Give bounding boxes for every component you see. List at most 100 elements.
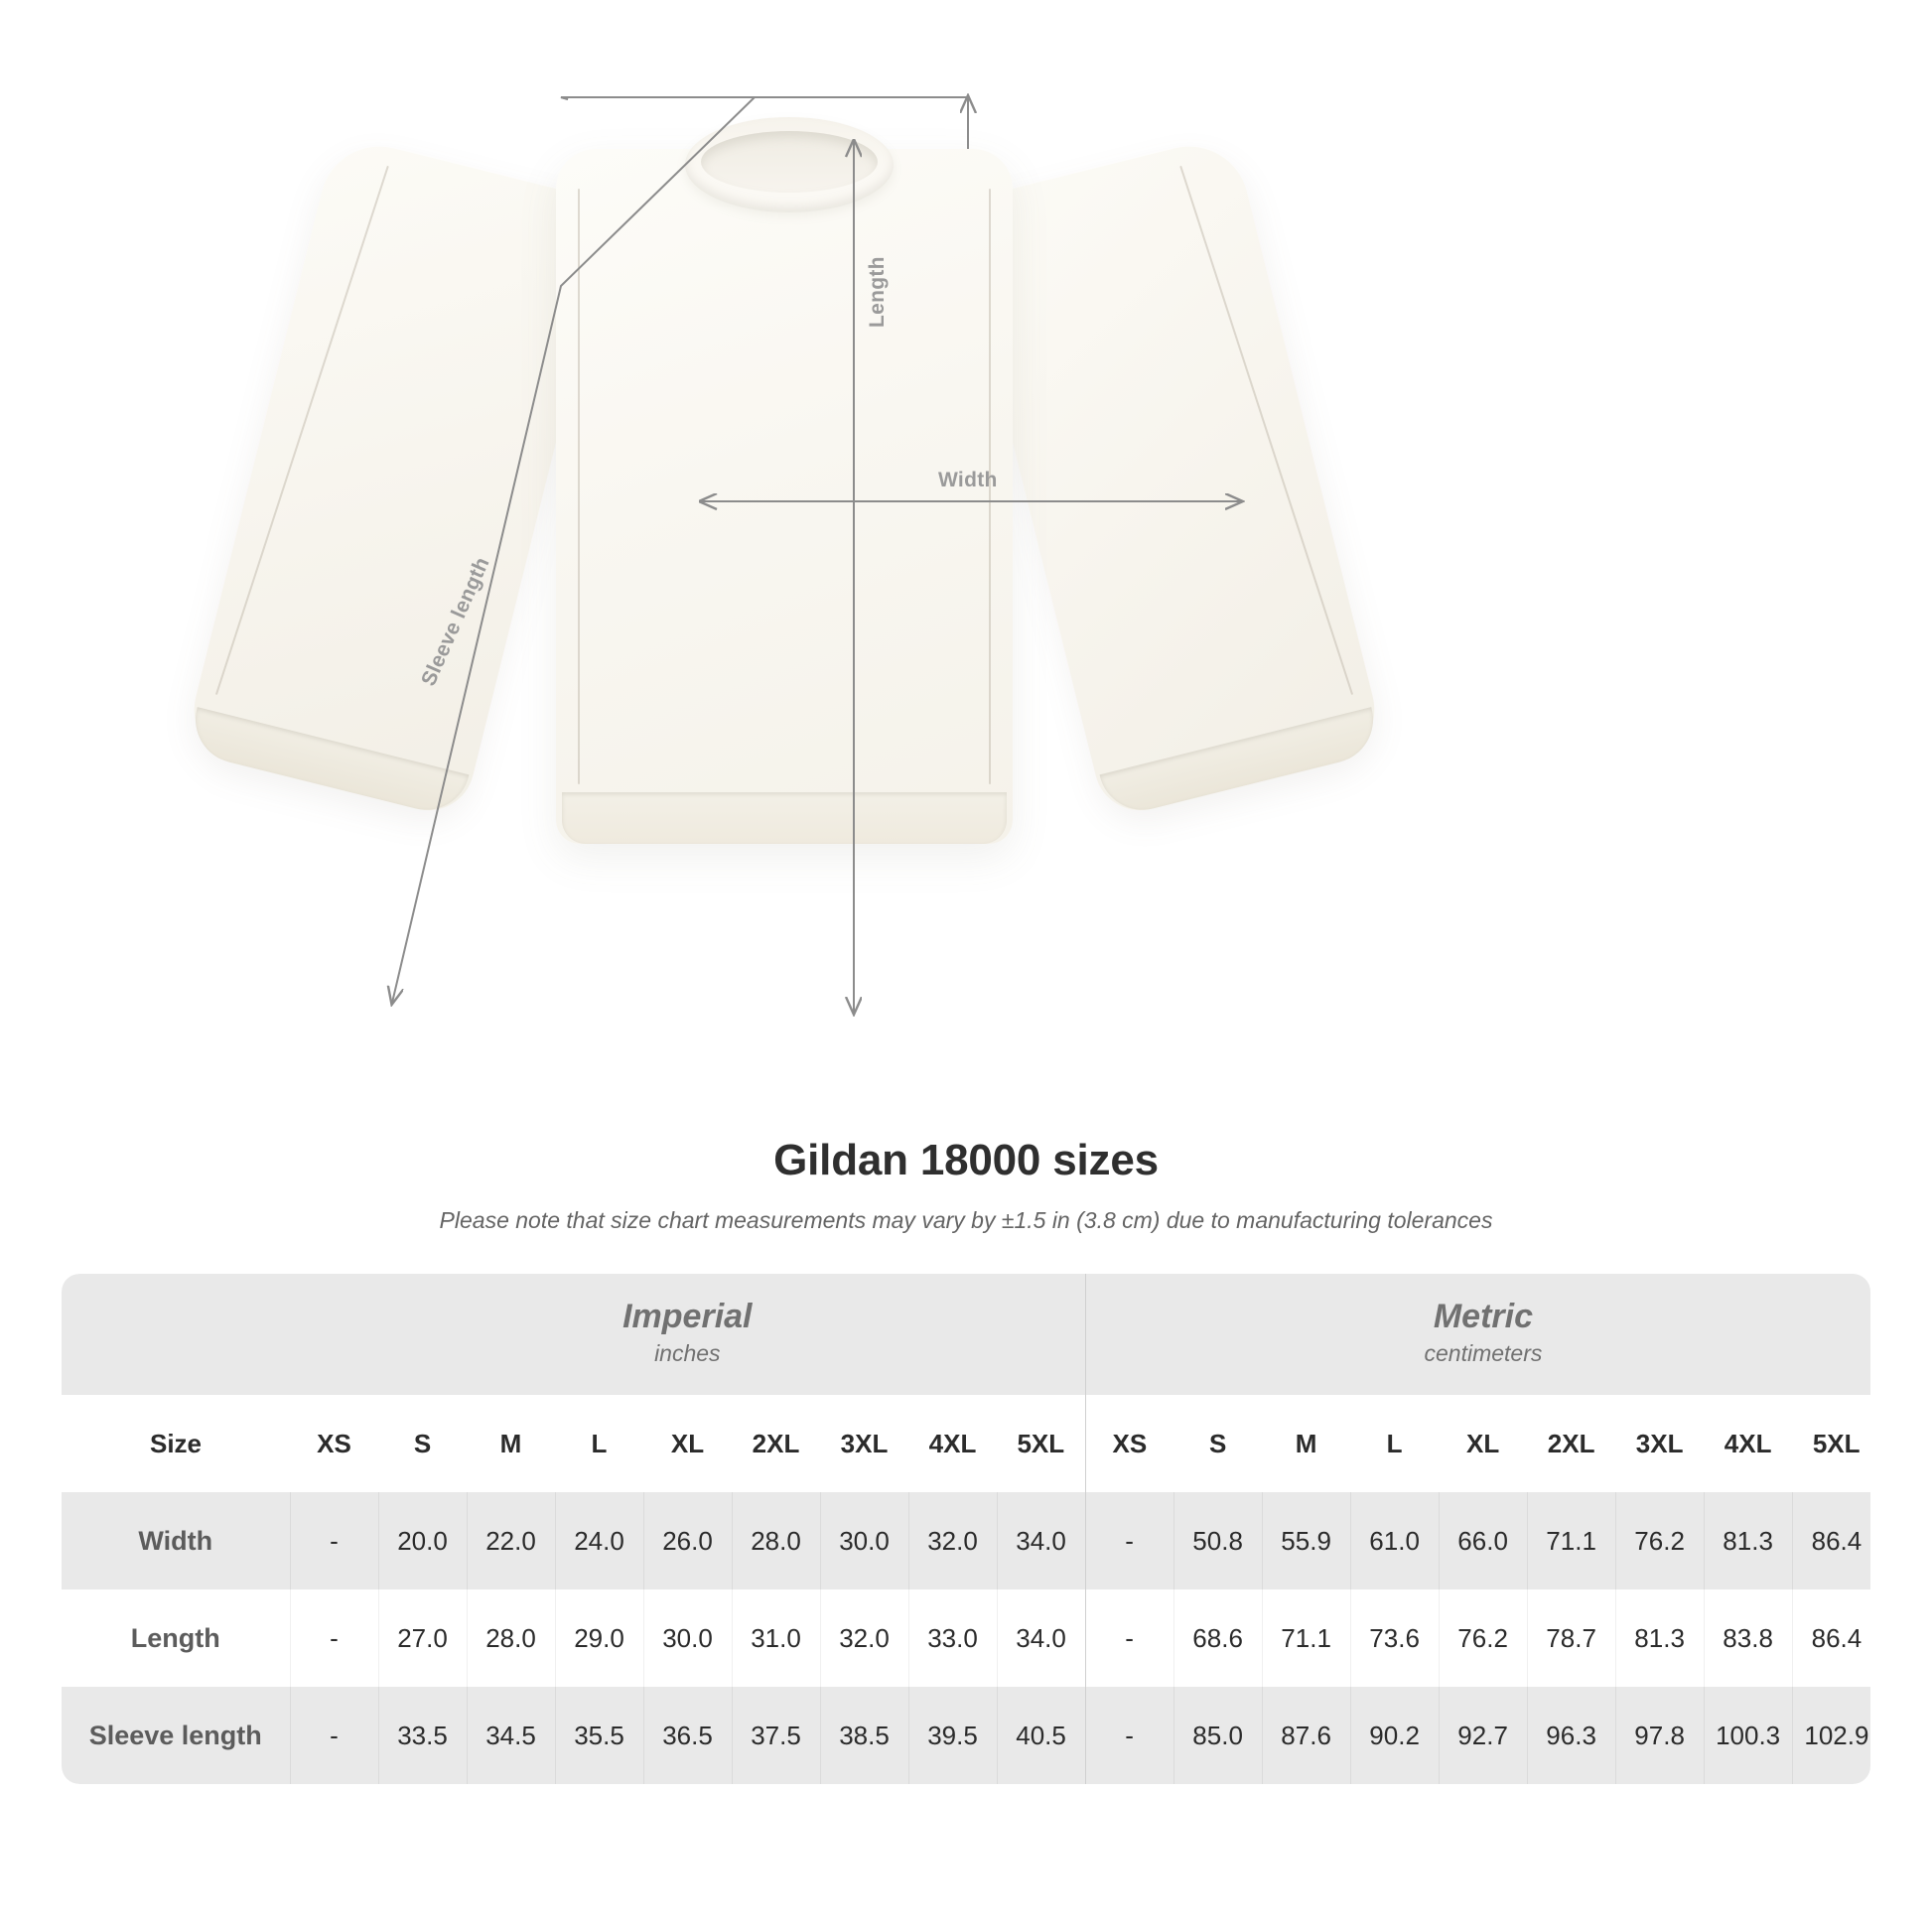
size-header-imperial-5xl: 5XL bbox=[997, 1395, 1086, 1492]
cell-metric-xs: - bbox=[1084, 1492, 1174, 1589]
cell-imperial-3xl: 30.0 bbox=[819, 1492, 908, 1589]
cell-imperial-2xl: 31.0 bbox=[731, 1589, 820, 1687]
row-label-sleeve-length: Sleeve length bbox=[62, 1687, 290, 1784]
size-header-metric-xl: XL bbox=[1439, 1395, 1528, 1492]
cell-imperial-3xl: 32.0 bbox=[819, 1589, 908, 1687]
size-chart-table-wrap: Imperial inches Metric centimeters Size … bbox=[62, 1274, 1870, 1784]
size-header-imperial-l: L bbox=[555, 1395, 643, 1492]
cell-metric-m: 87.6 bbox=[1261, 1687, 1351, 1784]
cell-metric-xl: 92.7 bbox=[1438, 1687, 1528, 1784]
cell-imperial-xs: - bbox=[289, 1687, 378, 1784]
cell-metric-4xl: 83.8 bbox=[1703, 1589, 1793, 1687]
unit-header-metric: Metric centimeters bbox=[1084, 1274, 1870, 1395]
cell-metric-5xl: 86.4 bbox=[1791, 1492, 1870, 1589]
table-row: Sleeve length -33.5 34.5 35.5 36.5 37.5 38.5 39… bbox=[62, 1687, 1870, 1784]
cell-imperial-l: 24.0 bbox=[554, 1492, 643, 1589]
cell-imperial-5xl: 34.0 bbox=[996, 1492, 1086, 1589]
sleeve-left bbox=[182, 133, 616, 820]
garment-stage: Length Width Sleeve length bbox=[182, 0, 1387, 1122]
collar bbox=[685, 117, 894, 212]
cell-imperial-5xl: 34.0 bbox=[996, 1589, 1086, 1687]
cell-metric-3xl: 76.2 bbox=[1614, 1492, 1705, 1589]
table-row: Width -20.0 22.0 24.0 26.0 28.0 30.0 32.0 34.0-5… bbox=[62, 1492, 1870, 1589]
cell-imperial-s: 33.5 bbox=[377, 1687, 467, 1784]
size-header-imperial-m: M bbox=[467, 1395, 555, 1492]
cell-imperial-m: 34.5 bbox=[466, 1687, 555, 1784]
cell-metric-xs: - bbox=[1084, 1687, 1174, 1784]
cell-imperial-xs: - bbox=[289, 1492, 378, 1589]
cell-metric-s: 50.8 bbox=[1173, 1492, 1263, 1589]
row-label-width: Width bbox=[62, 1492, 290, 1589]
cell-metric-4xl: 100.3 bbox=[1703, 1687, 1793, 1784]
cell-metric-xl: 66.0 bbox=[1438, 1492, 1528, 1589]
size-header-metric-m: M bbox=[1262, 1395, 1351, 1492]
cell-imperial-2xl: 37.5 bbox=[731, 1687, 820, 1784]
unit-header-imperial: Imperial inches bbox=[290, 1274, 1086, 1395]
cell-metric-m: 55.9 bbox=[1261, 1492, 1351, 1589]
seam-left bbox=[214, 165, 389, 696]
cell-imperial-s: 20.0 bbox=[377, 1492, 467, 1589]
unit-name-imperial: Imperial bbox=[622, 1298, 753, 1336]
cell-metric-xs: - bbox=[1084, 1589, 1174, 1687]
cell-metric-5xl: 86.4 bbox=[1791, 1589, 1870, 1687]
size-header-imperial-2xl: 2XL bbox=[732, 1395, 820, 1492]
size-chart-table: Imperial inches Metric centimeters Size … bbox=[62, 1274, 1870, 1784]
table-row: Length -27.0 28.0 29.0 30.0 31.0 32.0 33.0 34.0-… bbox=[62, 1589, 1870, 1687]
size-header-imperial-s: S bbox=[378, 1395, 467, 1492]
size-header-metric-4xl: 4XL bbox=[1704, 1395, 1793, 1492]
cell-imperial-l: 29.0 bbox=[554, 1589, 643, 1687]
tolerance-note: Please note that size chart measurements… bbox=[439, 1207, 1493, 1233]
length-label: Length bbox=[866, 256, 889, 328]
cuff-left bbox=[186, 707, 470, 820]
cell-metric-l: 61.0 bbox=[1349, 1492, 1440, 1589]
size-header-metric-xs: XS bbox=[1084, 1395, 1174, 1492]
cell-imperial-4xl: 39.5 bbox=[907, 1687, 997, 1784]
cell-imperial-xl: 36.5 bbox=[642, 1687, 732, 1784]
cell-imperial-xs: - bbox=[289, 1589, 378, 1687]
cell-imperial-5xl: 40.5 bbox=[996, 1687, 1086, 1784]
size-header-metric-3xl: 3XL bbox=[1615, 1395, 1705, 1492]
cell-imperial-s: 27.0 bbox=[377, 1589, 467, 1687]
unit-header-row: Imperial inches Metric centimeters bbox=[62, 1274, 1870, 1395]
size-header-metric-s: S bbox=[1173, 1395, 1263, 1492]
cell-metric-4xl: 81.3 bbox=[1703, 1492, 1793, 1589]
cell-metric-l: 90.2 bbox=[1349, 1687, 1440, 1784]
cell-metric-2xl: 96.3 bbox=[1526, 1687, 1616, 1784]
table-head: Imperial inches Metric centimeters Size … bbox=[62, 1274, 1870, 1492]
size-header-imperial-xs: XS bbox=[290, 1395, 378, 1492]
sleeve-right bbox=[953, 133, 1387, 820]
cell-metric-2xl: 71.1 bbox=[1526, 1492, 1616, 1589]
size-header-imperial-3xl: 3XL bbox=[820, 1395, 908, 1492]
size-header-metric-2xl: 2XL bbox=[1527, 1395, 1616, 1492]
row-label-length: Length bbox=[62, 1589, 290, 1687]
cell-metric-3xl: 81.3 bbox=[1614, 1589, 1705, 1687]
cell-imperial-2xl: 28.0 bbox=[731, 1492, 820, 1589]
cell-metric-s: 85.0 bbox=[1173, 1687, 1263, 1784]
cell-metric-3xl: 97.8 bbox=[1614, 1687, 1705, 1784]
cell-metric-xl: 76.2 bbox=[1438, 1589, 1528, 1687]
cell-imperial-4xl: 32.0 bbox=[907, 1492, 997, 1589]
cuff-right bbox=[1099, 707, 1383, 820]
product-illustration: Length Width Sleeve length bbox=[182, 0, 1387, 1122]
seam-right bbox=[1179, 165, 1354, 696]
seam-body-left bbox=[578, 189, 580, 784]
size-header-label: Size bbox=[62, 1395, 290, 1492]
cell-imperial-m: 28.0 bbox=[466, 1589, 555, 1687]
size-header-row: Size XS S M L XL 2XL 3XL 4XL 5XL XS S M L XL 2XL 3XL 4XL… bbox=[62, 1395, 1870, 1492]
cell-imperial-xl: 26.0 bbox=[642, 1492, 732, 1589]
cell-imperial-3xl: 38.5 bbox=[819, 1687, 908, 1784]
cell-metric-m: 71.1 bbox=[1261, 1589, 1351, 1687]
size-header-metric-l: L bbox=[1350, 1395, 1440, 1492]
cell-metric-2xl: 78.7 bbox=[1526, 1589, 1616, 1687]
size-header-metric-5xl: 5XL bbox=[1792, 1395, 1870, 1492]
unit-name-metric: Metric bbox=[1433, 1298, 1533, 1336]
cell-imperial-l: 35.5 bbox=[554, 1687, 643, 1784]
unit-header-spacer bbox=[62, 1274, 290, 1395]
seam-body-right bbox=[989, 189, 991, 784]
table-body: Width -20.0 22.0 24.0 26.0 28.0 30.0 32.0 34.0-5… bbox=[62, 1492, 1870, 1784]
unit-sub-imperial: inches bbox=[654, 1340, 721, 1367]
cell-imperial-xl: 30.0 bbox=[642, 1589, 732, 1687]
cell-metric-s: 68.6 bbox=[1173, 1589, 1263, 1687]
width-label: Width bbox=[938, 469, 998, 491]
page-title: Gildan 18000 sizes bbox=[773, 1136, 1159, 1184]
